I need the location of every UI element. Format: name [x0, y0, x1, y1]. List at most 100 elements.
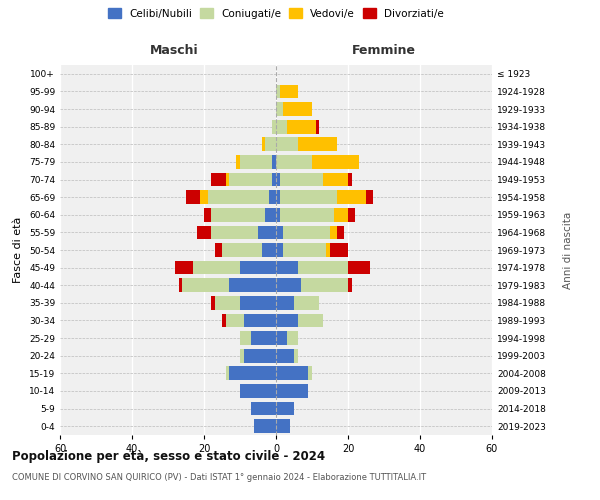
Bar [280, 172, 323, 186]
Bar [276, 278, 301, 292]
Bar [287, 331, 298, 345]
Text: Maschi: Maschi [149, 44, 199, 58]
Text: Popolazione per età, sesso e stato civile - 2024: Popolazione per età, sesso e stato civil… [12, 450, 325, 463]
Bar [287, 120, 316, 134]
Bar [215, 296, 240, 310]
Bar [229, 278, 276, 292]
Bar [265, 208, 276, 222]
Bar [276, 296, 294, 310]
Bar [337, 190, 366, 204]
Bar [276, 331, 287, 345]
Bar [186, 190, 200, 204]
Bar [240, 349, 244, 362]
Bar [265, 138, 276, 151]
Bar [276, 366, 308, 380]
Bar [222, 314, 226, 328]
Bar [272, 120, 276, 134]
Bar [229, 366, 276, 380]
Bar [308, 366, 312, 380]
Bar [276, 420, 290, 433]
Bar [348, 172, 352, 186]
Bar [240, 331, 251, 345]
Bar [276, 349, 294, 362]
Bar [316, 120, 319, 134]
Bar [208, 190, 269, 204]
Bar [348, 278, 352, 292]
Bar [226, 314, 244, 328]
Bar [337, 226, 344, 239]
Bar [211, 172, 226, 186]
Bar [244, 314, 276, 328]
Bar [251, 331, 276, 345]
Y-axis label: Fasce di età: Fasce di età [13, 217, 23, 283]
Bar [298, 314, 323, 328]
Bar [272, 172, 276, 186]
Bar [330, 243, 348, 257]
Bar [204, 208, 211, 222]
Bar [276, 120, 287, 134]
Bar [276, 190, 280, 204]
Bar [276, 260, 298, 274]
Bar [272, 155, 276, 169]
Bar [226, 172, 229, 186]
Bar [276, 226, 283, 239]
Bar [226, 366, 229, 380]
Bar [211, 208, 265, 222]
Bar [280, 84, 298, 98]
Bar [298, 138, 337, 151]
Bar [182, 278, 229, 292]
Bar [211, 226, 258, 239]
Bar [193, 260, 240, 274]
Bar [366, 190, 373, 204]
Bar [262, 243, 276, 257]
Bar [312, 155, 359, 169]
Bar [276, 402, 294, 415]
Bar [254, 420, 276, 433]
Bar [197, 226, 211, 239]
Bar [283, 226, 330, 239]
Bar [179, 278, 182, 292]
Bar [276, 208, 280, 222]
Bar [215, 243, 222, 257]
Bar [276, 172, 280, 186]
Bar [240, 260, 276, 274]
Bar [240, 155, 272, 169]
Bar [211, 296, 215, 310]
Bar [323, 172, 348, 186]
Bar [301, 278, 348, 292]
Bar [283, 102, 312, 116]
Bar [348, 208, 355, 222]
Bar [298, 260, 348, 274]
Bar [276, 84, 280, 98]
Bar [175, 260, 193, 274]
Bar [269, 190, 276, 204]
Bar [280, 190, 337, 204]
Bar [276, 384, 308, 398]
Bar [236, 155, 240, 169]
Bar [334, 208, 348, 222]
Bar [200, 190, 208, 204]
Bar [330, 226, 337, 239]
Y-axis label: Anni di nascita: Anni di nascita [563, 212, 573, 288]
Bar [240, 384, 276, 398]
Bar [294, 296, 319, 310]
Bar [326, 243, 330, 257]
Text: COMUNE DI CORVINO SAN QUIRICO (PV) - Dati ISTAT 1° gennaio 2024 - Elaborazione T: COMUNE DI CORVINO SAN QUIRICO (PV) - Dat… [12, 472, 426, 482]
Bar [222, 243, 262, 257]
Bar [258, 226, 276, 239]
Bar [262, 138, 265, 151]
Bar [276, 243, 283, 257]
Bar [244, 349, 276, 362]
Bar [348, 260, 370, 274]
Bar [283, 243, 326, 257]
Bar [276, 314, 298, 328]
Legend: Celibi/Nubili, Coniugati/e, Vedovi/e, Divorziati/e: Celibi/Nubili, Coniugati/e, Vedovi/e, Di… [105, 5, 447, 21]
Bar [240, 296, 276, 310]
Bar [276, 138, 298, 151]
Bar [229, 172, 272, 186]
Bar [276, 102, 283, 116]
Text: Femmine: Femmine [352, 44, 416, 58]
Bar [251, 402, 276, 415]
Bar [294, 349, 298, 362]
Bar [276, 155, 312, 169]
